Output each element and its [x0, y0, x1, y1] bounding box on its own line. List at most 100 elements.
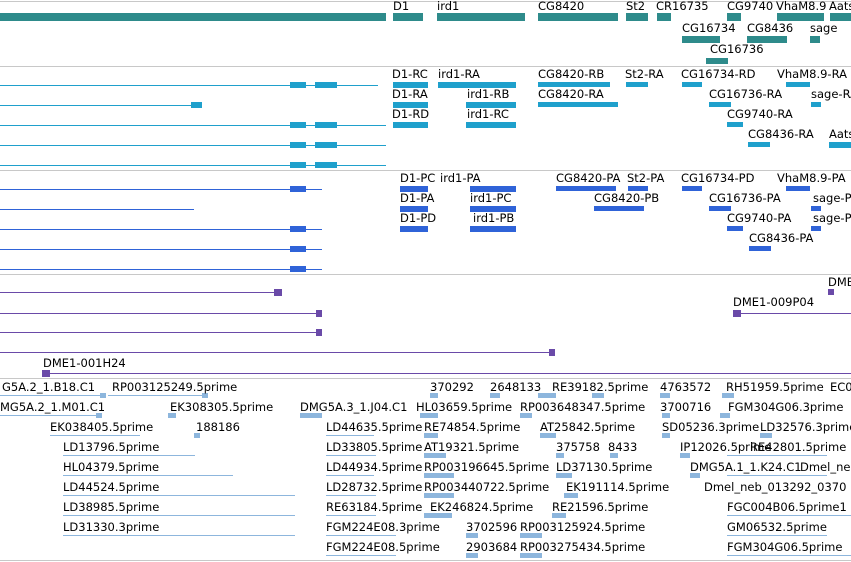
transcript-line[interactable]	[0, 229, 322, 230]
est-block[interactable]	[424, 513, 452, 518]
exon-block[interactable]	[290, 226, 306, 232]
clone-line[interactable]	[0, 313, 320, 314]
transcript-feature-aats[interactable]	[829, 142, 851, 148]
exon-block[interactable]	[315, 122, 337, 128]
transcript-feature-cg16736-pa[interactable]	[709, 206, 731, 211]
est-block[interactable]	[300, 413, 322, 418]
transcript-line[interactable]	[0, 269, 322, 270]
est-block[interactable]	[520, 533, 542, 538]
est-block[interactable]	[662, 433, 670, 438]
est-line[interactable]	[727, 475, 827, 476]
est-line[interactable]	[727, 515, 851, 516]
transcript-feature-d1-pd[interactable]	[400, 226, 428, 232]
est-line[interactable]	[63, 495, 295, 496]
est-block[interactable]	[96, 413, 102, 418]
transcript-line[interactable]	[0, 165, 386, 166]
est-block[interactable]	[556, 473, 572, 478]
est-line[interactable]	[50, 435, 140, 436]
clone-end[interactable]	[549, 349, 555, 356]
transcript-feature-vham89-ra[interactable]	[786, 82, 810, 87]
gene-feature-cg8436[interactable]	[747, 36, 787, 43]
est-line[interactable]	[63, 535, 295, 536]
est-block[interactable]	[424, 473, 454, 478]
est-block[interactable]	[420, 413, 438, 418]
gene-feature-ird1[interactable]	[437, 13, 525, 21]
transcript-line[interactable]	[0, 125, 386, 126]
transcript-feature-cg8420-ra[interactable]	[538, 102, 618, 107]
est-line[interactable]	[63, 455, 195, 456]
transcript-feature-cg9740-ra[interactable]	[727, 122, 743, 127]
transcript-feature-cg8436-ra[interactable]	[748, 142, 770, 147]
transcript-line[interactable]	[0, 189, 322, 190]
transcript-feature-d1-pc[interactable]	[400, 186, 428, 192]
exon-block[interactable]	[315, 162, 337, 168]
est-block[interactable]	[202, 393, 208, 398]
transcript-line[interactable]	[0, 209, 194, 210]
transcript-feature-st2-ra[interactable]	[626, 82, 648, 87]
est-line[interactable]	[727, 555, 851, 556]
est-block[interactable]	[564, 493, 578, 498]
est-line[interactable]	[108, 395, 204, 396]
gene-feature-cg8420[interactable]	[538, 13, 618, 21]
exon-block[interactable]	[191, 102, 202, 108]
exon-block[interactable]	[290, 122, 306, 128]
est-line[interactable]	[326, 535, 396, 536]
est-line[interactable]	[326, 495, 376, 496]
transcript-feature-d1-pa[interactable]	[400, 206, 428, 212]
transcript-feature-sage-p2[interactable]	[811, 226, 821, 231]
est-block[interactable]	[100, 393, 106, 398]
gene-feature[interactable]	[0, 13, 386, 21]
transcript-feature-cg8420-pa[interactable]	[556, 186, 616, 191]
exon-block[interactable]	[290, 186, 306, 192]
transcript-feature-cg16734-pd[interactable]	[682, 186, 702, 191]
transcript-feature-cg16734-rd[interactable]	[682, 82, 702, 87]
est-line[interactable]	[326, 555, 396, 556]
est-block[interactable]	[538, 393, 556, 398]
exon-block[interactable]	[315, 82, 337, 88]
clone-end[interactable]	[42, 370, 50, 377]
transcript-line[interactable]	[0, 85, 378, 86]
est-block[interactable]	[424, 453, 446, 458]
est-line[interactable]	[0, 415, 96, 416]
transcript-feature-cg8420-pb[interactable]	[594, 206, 644, 211]
clone-end[interactable]	[828, 289, 834, 295]
gene-feature-sage[interactable]	[810, 36, 820, 43]
est-block[interactable]	[194, 433, 200, 438]
est-block[interactable]	[424, 433, 438, 438]
transcript-feature-ird1-pb[interactable]	[470, 226, 516, 232]
exon-block[interactable]	[290, 82, 306, 88]
est-block[interactable]	[466, 553, 478, 558]
est-line[interactable]	[63, 515, 295, 516]
clone-line[interactable]	[735, 313, 851, 314]
est-block[interactable]	[760, 433, 772, 438]
gene-feature-aats[interactable]	[830, 13, 851, 21]
transcript-feature-ird1-rc[interactable]	[466, 122, 516, 128]
transcript-feature-ird1-ra[interactable]	[438, 82, 516, 88]
est-line[interactable]	[727, 455, 827, 456]
clone-line[interactable]	[44, 373, 851, 374]
exon-block[interactable]	[290, 266, 306, 272]
est-block[interactable]	[520, 553, 542, 558]
est-block[interactable]	[520, 413, 532, 418]
est-block[interactable]	[592, 393, 604, 398]
est-block[interactable]	[540, 433, 556, 438]
est-block[interactable]	[680, 453, 690, 458]
est-line[interactable]	[326, 515, 376, 516]
est-block[interactable]	[430, 393, 438, 398]
transcript-feature-d1-rc[interactable]	[393, 82, 428, 88]
est-line[interactable]	[63, 475, 233, 476]
est-line[interactable]	[326, 475, 374, 476]
clone-line[interactable]	[0, 332, 320, 333]
est-block[interactable]	[660, 393, 670, 398]
transcript-feature-cg8436-pa[interactable]	[749, 246, 771, 251]
transcript-feature-cg8420-rb[interactable]	[538, 82, 610, 87]
transcript-feature-st2-pa[interactable]	[628, 186, 648, 191]
transcript-feature-sage-ra[interactable]	[811, 102, 821, 107]
transcript-feature-cg16736-ra[interactable]	[709, 102, 731, 107]
est-line[interactable]	[326, 435, 374, 436]
est-block[interactable]	[424, 493, 454, 498]
est-block[interactable]	[552, 513, 566, 518]
est-block[interactable]	[556, 453, 564, 458]
transcript-feature-ird1-rb[interactable]	[466, 102, 516, 108]
transcript-feature-sage-p[interactable]	[811, 206, 821, 211]
